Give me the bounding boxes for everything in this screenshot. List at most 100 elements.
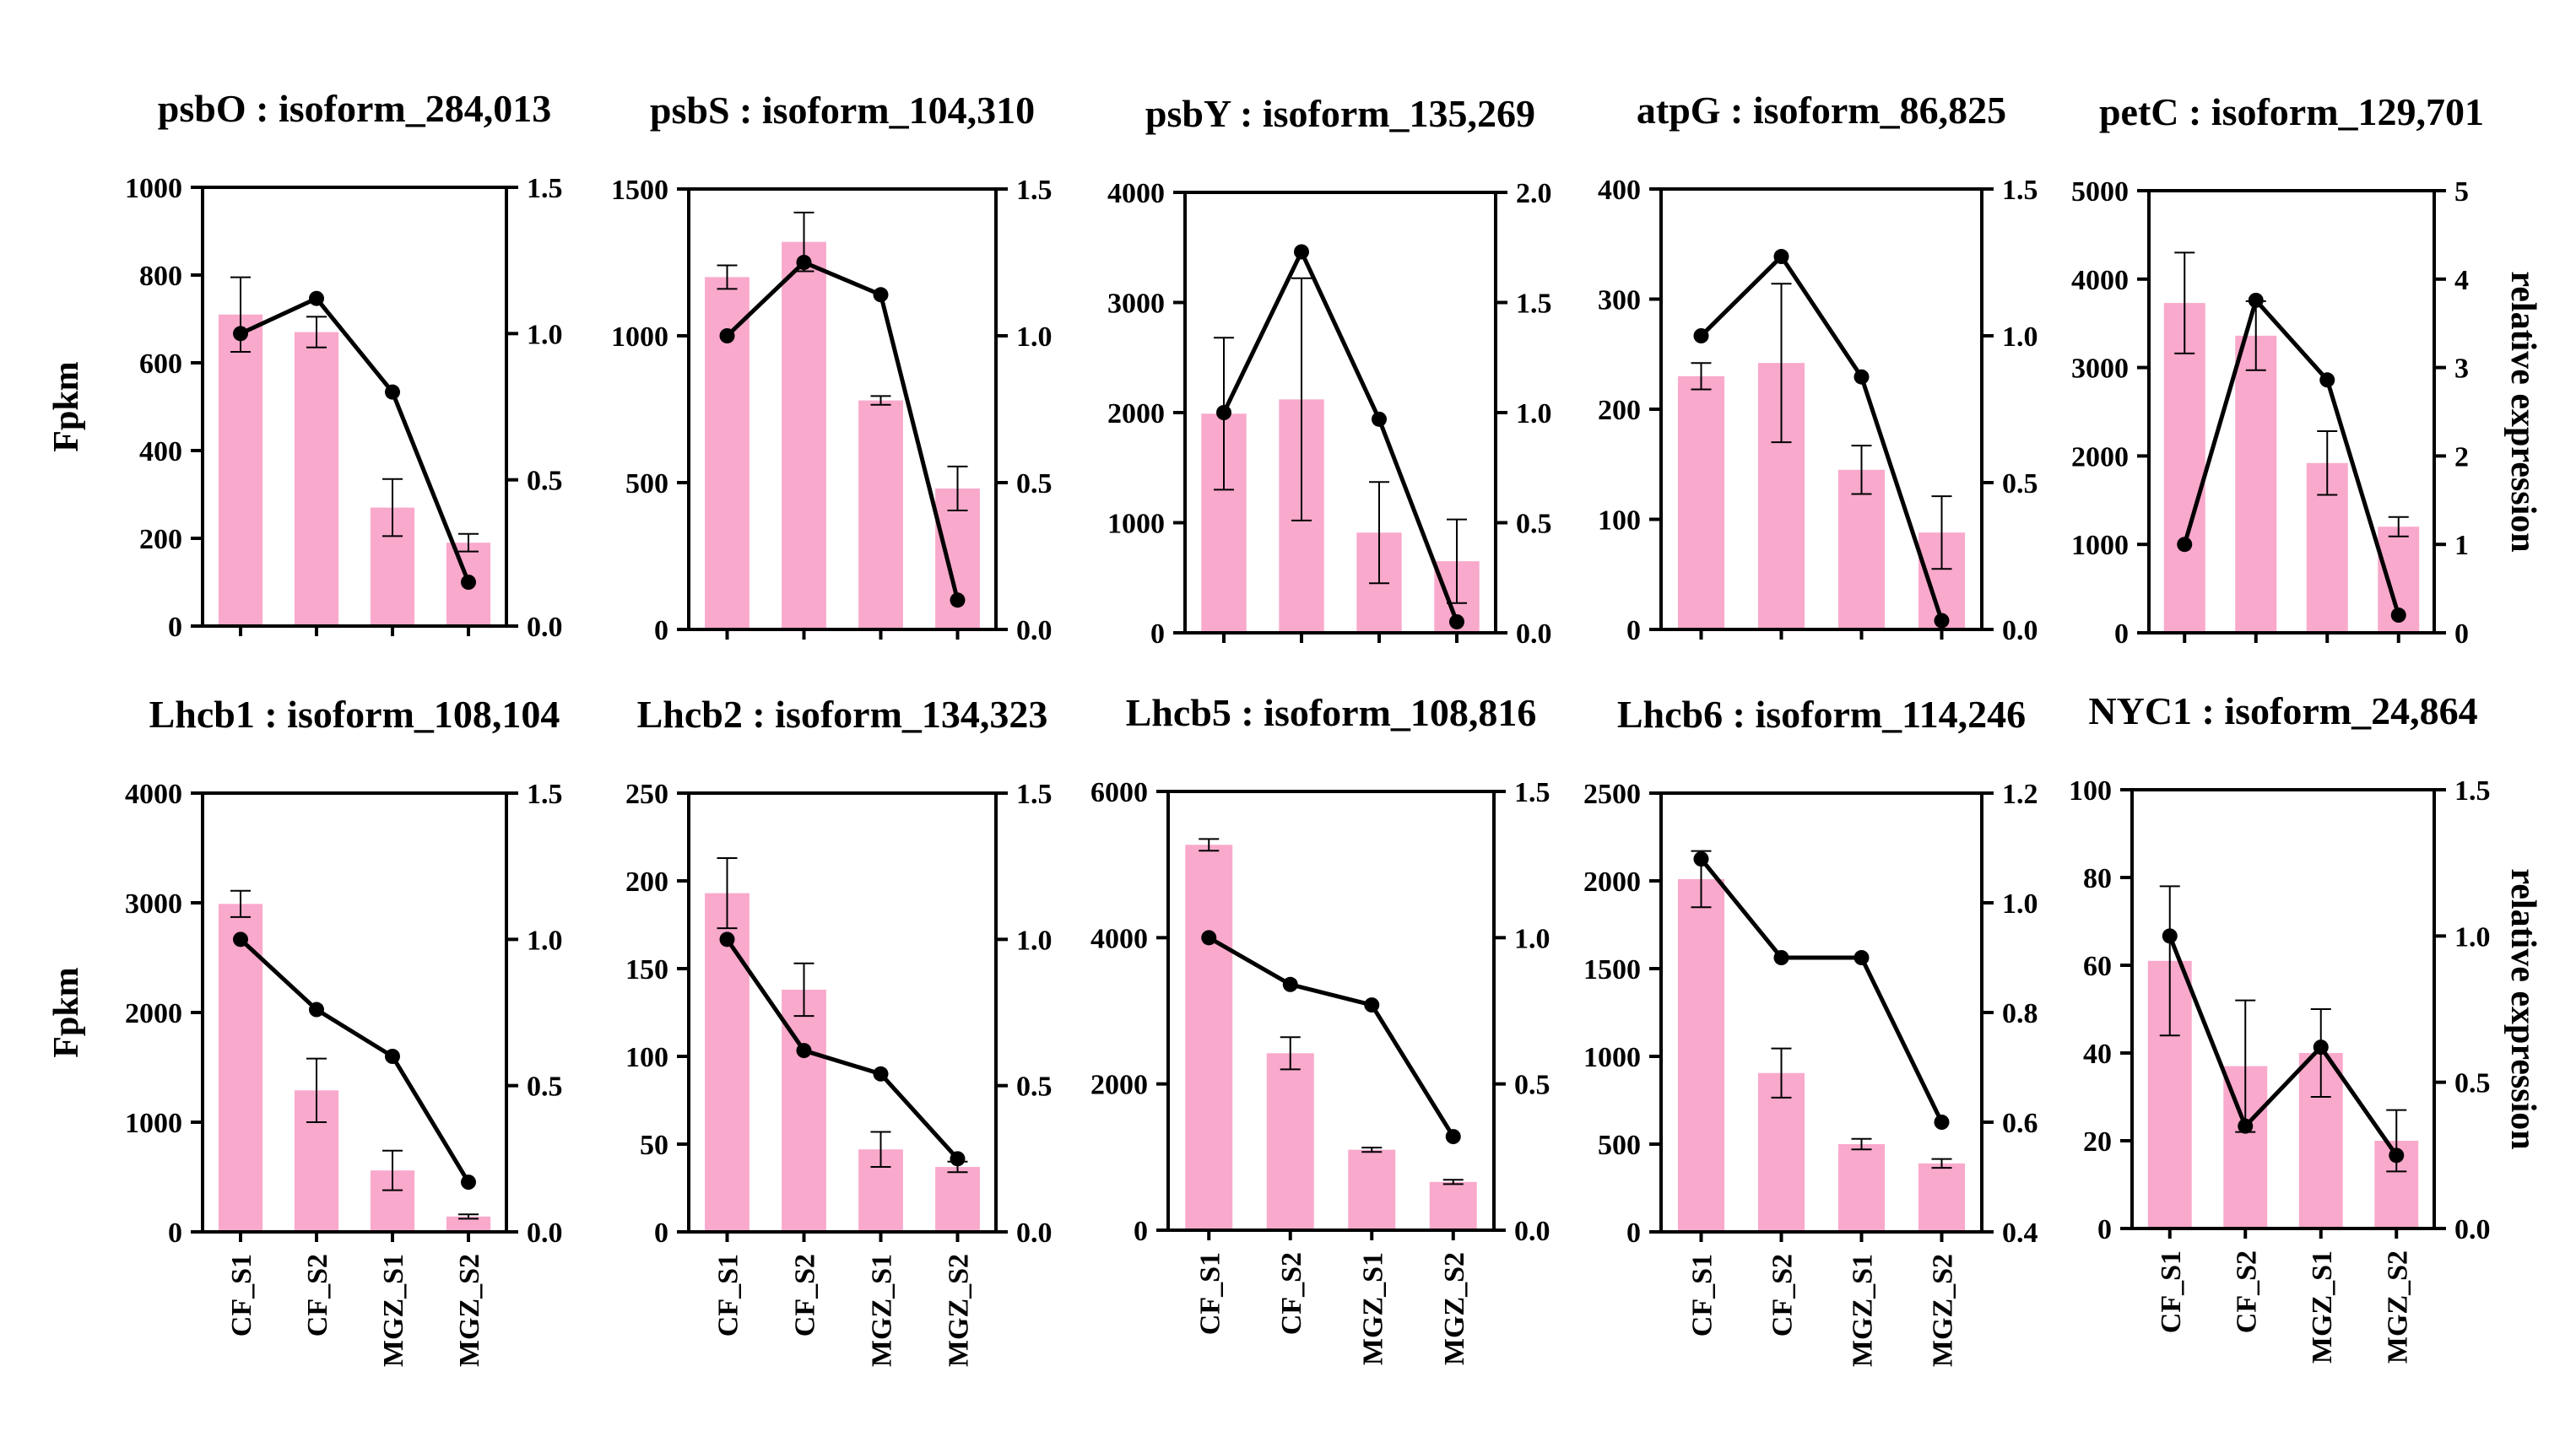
- bar: [782, 241, 826, 629]
- line-point: [1773, 249, 1789, 265]
- left-tick-label: 200: [1598, 395, 1641, 426]
- line-point: [1934, 1115, 1950, 1130]
- left-tick-label: 80: [2083, 863, 2112, 894]
- right-tick-label: 0.0: [527, 1218, 563, 1249]
- panel-4: atpG : isoform_86,825 0 100 200 300 400 0.0 0.5…: [1598, 89, 2038, 646]
- panel-1: psbO : isoform_284,013 0 200 400 600 800 1000 0…: [47, 87, 563, 643]
- right-tick-label: 1.2: [2002, 779, 2038, 810]
- line-point: [309, 290, 324, 306]
- relative-expression-line: [239, 937, 471, 1184]
- bar: [1348, 1149, 1396, 1230]
- line-point: [1773, 950, 1789, 965]
- bar: [218, 904, 263, 1232]
- x-tick-label: CF_S1: [1687, 1254, 1718, 1336]
- left-tick-label: 2500: [1583, 779, 1641, 810]
- right-tick-label: 0.0: [527, 612, 563, 643]
- right-tick-label: 0.0: [1016, 615, 1053, 646]
- left-tick-label: 400: [139, 436, 182, 467]
- x-tick-label: CF_S2: [2231, 1250, 2262, 1333]
- panel-title: petC : isoform_129,701: [2099, 90, 2484, 133]
- left-tick-label: 6000: [1090, 777, 1148, 808]
- line-point: [796, 1043, 812, 1059]
- right-tick-label: 1.0: [1516, 398, 1552, 429]
- panel-9: Lhcb6 : isoform_114,246 0 500 1000 1500 2000 2…: [1583, 693, 2038, 1367]
- bar: [858, 400, 903, 629]
- line-point: [1294, 244, 1309, 260]
- right-tick-label: 1.0: [1016, 321, 1053, 353]
- line-point: [2162, 928, 2178, 944]
- left-tick-label: 1000: [611, 321, 668, 353]
- line-point: [2319, 372, 2335, 388]
- relative-expression-line: [1699, 253, 1944, 622]
- left-tick-label: 1500: [611, 175, 668, 206]
- panel-7: Lhcb2 : isoform_134,323 0 50 100 150 200 250 0.…: [625, 693, 1053, 1367]
- right-axis-label: relative expression: [2503, 868, 2542, 1149]
- left-tick-label: 0: [168, 612, 182, 643]
- right-axis-label: relative expression: [2503, 271, 2542, 552]
- left-tick-label: 1000: [1583, 1042, 1641, 1073]
- bar: [705, 893, 750, 1232]
- right-tick-label: 0.0: [1514, 1216, 1550, 1247]
- left-tick-label: 0: [2114, 618, 2129, 650]
- line-point: [873, 1066, 889, 1082]
- left-tick-label: 0: [1626, 1218, 1641, 1249]
- line-point: [1282, 976, 1298, 992]
- right-tick-label: 2.0: [1516, 178, 1552, 209]
- bar: [1757, 1072, 1805, 1232]
- left-tick-label: 50: [640, 1130, 668, 1161]
- panel-3: psbY : isoform_135,269 0 1000 2000 3000 4000 0…: [1107, 92, 1552, 650]
- left-tick-label: 1000: [125, 1108, 182, 1139]
- line-point: [1449, 613, 1464, 629]
- line-point: [1934, 613, 1950, 629]
- x-tick-label: MGZ_S1: [1357, 1252, 1388, 1365]
- right-tick-label: 0.5: [1016, 468, 1053, 500]
- left-tick-label: 2000: [1107, 398, 1165, 429]
- line-point: [233, 932, 248, 948]
- right-tick-label: 1.5: [2002, 175, 2038, 206]
- line-point: [1372, 411, 1387, 427]
- x-tick-label: MGZ_S2: [1928, 1254, 1959, 1367]
- left-tick-label: 400: [1598, 175, 1641, 206]
- left-axis-label: Fpkm: [47, 361, 86, 451]
- line-point: [1364, 997, 1380, 1013]
- line-point: [385, 1049, 400, 1064]
- right-tick-label: 1.5: [1016, 779, 1053, 810]
- line-point: [461, 575, 476, 590]
- right-tick-label: 1.5: [1016, 175, 1053, 206]
- right-tick-label: 1.0: [2002, 888, 2038, 920]
- right-tick-label: 1.5: [1514, 777, 1550, 808]
- left-tick-label: 150: [625, 954, 668, 986]
- left-tick-label: 3000: [125, 888, 182, 920]
- x-tick-label: MGZ_S2: [2382, 1250, 2413, 1364]
- line-point: [1201, 930, 1217, 946]
- line-point: [2238, 1118, 2254, 1134]
- left-tick-label: 0: [654, 615, 668, 646]
- left-tick-label: 5000: [2071, 176, 2129, 208]
- right-tick-label: 1.0: [1514, 923, 1550, 954]
- line-point: [2177, 537, 2193, 553]
- panel-6: Lhcb1 : isoform_108,104 0 1000 2000 3000 4000…: [47, 693, 563, 1367]
- right-tick-label: 1.5: [527, 779, 563, 810]
- relative-expression-line: [725, 937, 960, 1161]
- panel-title: Lhcb1 : isoform_108,104: [149, 693, 560, 736]
- bar: [935, 1167, 980, 1232]
- x-tick-label: CF_S2: [1276, 1252, 1307, 1335]
- panel-title: psbY : isoform_135,269: [1145, 92, 1535, 135]
- x-tick-label: CF_S1: [1194, 1252, 1226, 1335]
- bar: [1837, 469, 1886, 629]
- left-tick-label: 200: [139, 524, 182, 555]
- line-point: [2390, 608, 2406, 624]
- panel-2: psbS : isoform_104,310 0 500 1000 1500 0.0 0.5…: [611, 89, 1053, 646]
- line-point: [461, 1174, 476, 1191]
- right-tick-label: 0.5: [1514, 1070, 1550, 1101]
- right-tick-label: 0.5: [1516, 509, 1552, 540]
- bar: [2235, 335, 2277, 633]
- bar: [446, 1216, 491, 1232]
- line-point: [1854, 950, 1870, 965]
- left-axis-label: Fpkm: [47, 967, 86, 1057]
- left-tick-label: 0: [1626, 615, 1641, 646]
- line-point: [873, 287, 889, 303]
- panel-title: psbS : isoform_104,310: [650, 89, 1035, 132]
- x-tick-label: CF_S1: [226, 1254, 257, 1336]
